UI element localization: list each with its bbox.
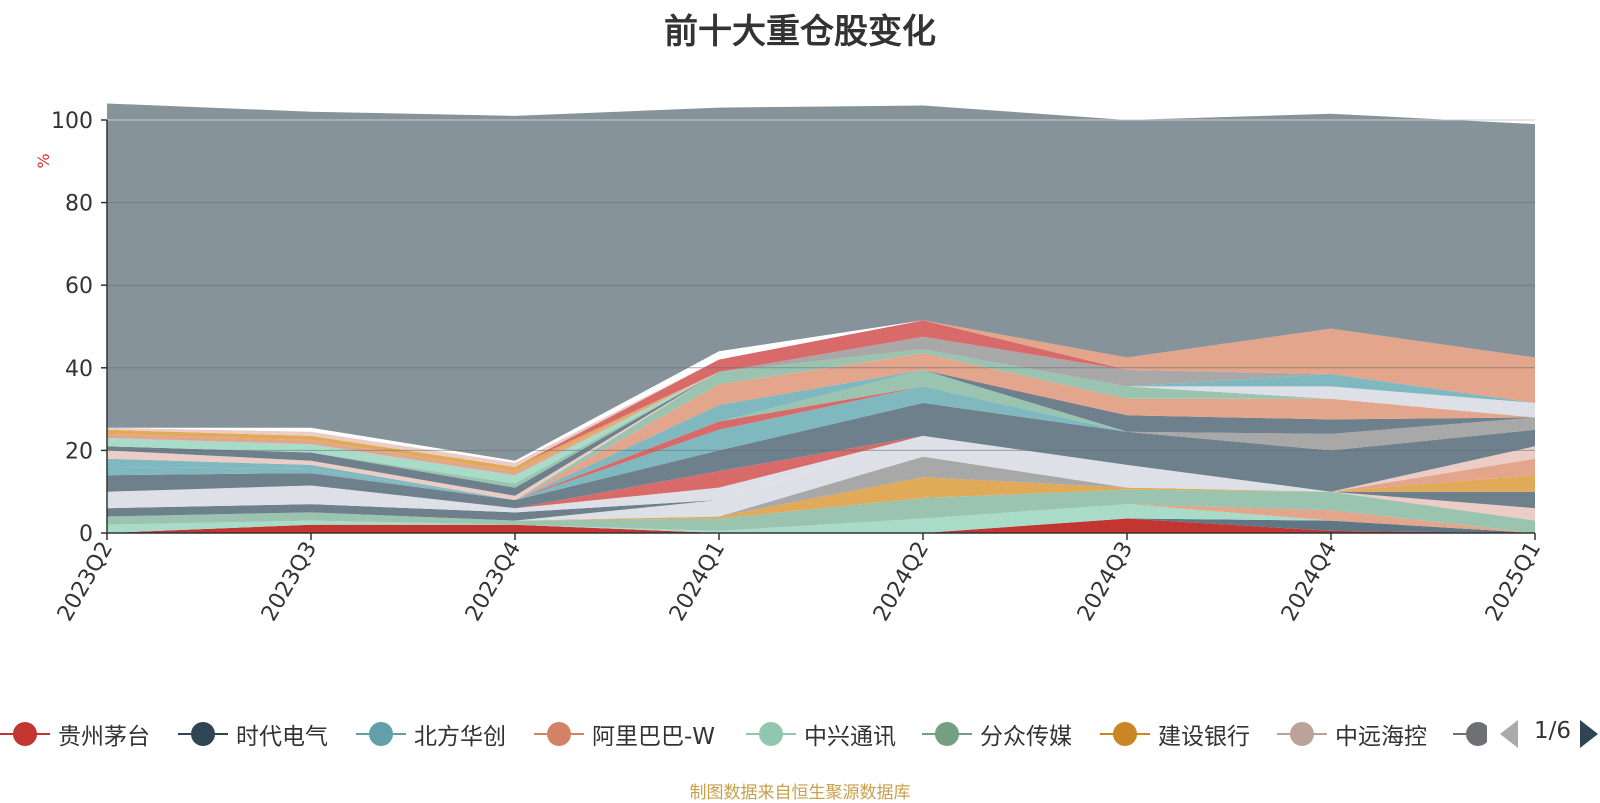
legend-marker-icon xyxy=(0,719,50,749)
legend-item[interactable]: 时代电气 xyxy=(178,714,328,754)
x-tick-label: 2024Q2 xyxy=(869,538,934,626)
area-series-20[interactable] xyxy=(107,369,1535,500)
legend-page-indicator: 1/6 xyxy=(1534,718,1572,744)
x-tick-label: 2024Q4 xyxy=(1277,538,1342,626)
area-series-8[interactable] xyxy=(107,435,1535,521)
legend-label: 中远海控 xyxy=(1335,724,1427,750)
legend-label: 中兴通讯 xyxy=(804,724,896,750)
legend-item[interactable]: 阿里巴巴-W xyxy=(534,714,715,754)
legend-label: 阿里巴巴-W xyxy=(592,724,716,750)
legend-marker-icon xyxy=(1100,719,1150,749)
area-series-35[interactable] xyxy=(107,320,1535,467)
legend-item[interactable]: 北方华创 xyxy=(356,714,506,754)
x-tick-label: 2023Q4 xyxy=(461,538,526,626)
y-tick-label: 40 xyxy=(65,357,93,382)
x-tick-label: 2023Q3 xyxy=(257,538,322,626)
legend-label: 分众传媒 xyxy=(980,724,1072,750)
area-series-16[interactable] xyxy=(107,402,1535,509)
x-tick-label: 2024Q3 xyxy=(1073,538,1138,626)
legend-item[interactable]: 贵州茅台 xyxy=(0,714,150,754)
legend-item[interactable]: 中远海控 xyxy=(1277,714,1427,754)
legend-pager: 1/6 xyxy=(1500,716,1600,752)
legend-marker-icon xyxy=(178,719,228,749)
area-series-34[interactable] xyxy=(107,320,1535,467)
area-series-1[interactable] xyxy=(107,518,1535,534)
area-series-5[interactable] xyxy=(107,489,1535,533)
legend-item[interactable]: 分众传媒 xyxy=(922,714,1072,754)
area-series-38[interactable] xyxy=(107,103,1535,461)
y-tick-label: 0 xyxy=(79,522,93,547)
legend-marker-icon xyxy=(356,719,406,749)
legend-marker-icon xyxy=(746,719,796,749)
area-series-2[interactable] xyxy=(107,518,1535,534)
stacked-area-chart: 0 20 40 60 80 100% 2023Q2 2023Q3 2023Q4 2024Q1 202… xyxy=(34,103,1546,626)
area-series-10[interactable] xyxy=(107,435,1535,521)
legend-item[interactable]: 中兴通讯 xyxy=(746,714,896,754)
chart-title: 前十大重仓股变化 xyxy=(664,12,936,52)
x-tick-label: 2023Q2 xyxy=(53,538,118,626)
y-tick-label: 20 xyxy=(65,439,93,464)
legend-item[interactable]: 建设银行 xyxy=(1100,714,1250,754)
area-layer xyxy=(107,103,1535,534)
legend: 贵州茅台 时代电气 北方华创 阿里巴巴-W 中兴通讯 分众传媒 建设银行 中远海控 xyxy=(0,714,1600,754)
legend-next-page-icon[interactable] xyxy=(1580,720,1598,748)
x-tick-label: 2025Q1 xyxy=(1481,538,1546,626)
area-series-18[interactable] xyxy=(107,386,1535,500)
y-tick-label: 60 xyxy=(65,274,93,299)
legend-label: 时代电气 xyxy=(236,724,328,750)
y-axis-label: % xyxy=(34,153,53,168)
legend-label: 北方华创 xyxy=(414,724,506,750)
area-series-6[interactable] xyxy=(107,477,1535,521)
area-series-23[interactable] xyxy=(107,353,1535,500)
legend-marker-icon xyxy=(922,719,972,749)
grid-layer xyxy=(107,119,1535,451)
legend-label: 建设银行 xyxy=(1158,724,1250,750)
legend-item[interactable] xyxy=(1453,714,1487,754)
y-tick-label: 100 xyxy=(51,109,93,134)
legend-label: 贵州茅台 xyxy=(58,724,150,750)
legend-marker-icon xyxy=(534,719,584,749)
x-tick-label: 2024Q1 xyxy=(665,538,730,626)
data-source-note: 制图数据来自恒生聚源数据库 xyxy=(689,783,911,803)
legend-marker-icon xyxy=(1453,719,1487,749)
legend-prev-page-icon[interactable] xyxy=(1500,720,1518,748)
area-series-14[interactable] xyxy=(107,435,1535,513)
y-tick-label: 80 xyxy=(65,192,93,217)
legend-marker-icon xyxy=(1277,719,1327,749)
area-series-7[interactable] xyxy=(107,456,1535,521)
area-series-3[interactable] xyxy=(107,504,1535,533)
